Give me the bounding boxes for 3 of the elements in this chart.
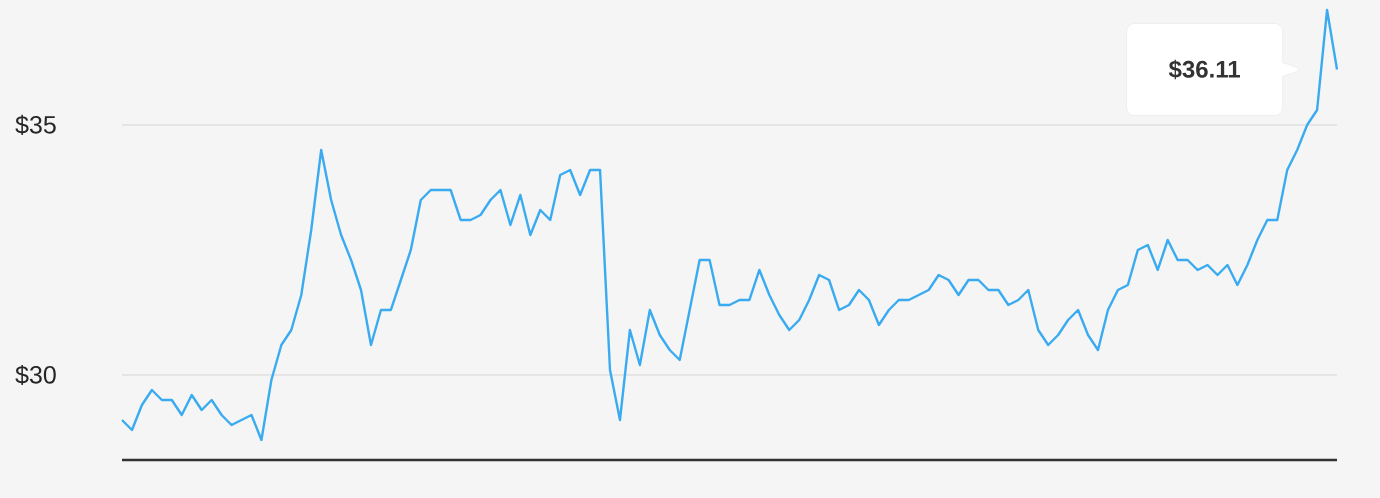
y-tick-label: $30 xyxy=(15,364,56,386)
annotation: $36.11 xyxy=(1168,59,1240,80)
y-tick-label: $35 xyxy=(15,114,56,136)
